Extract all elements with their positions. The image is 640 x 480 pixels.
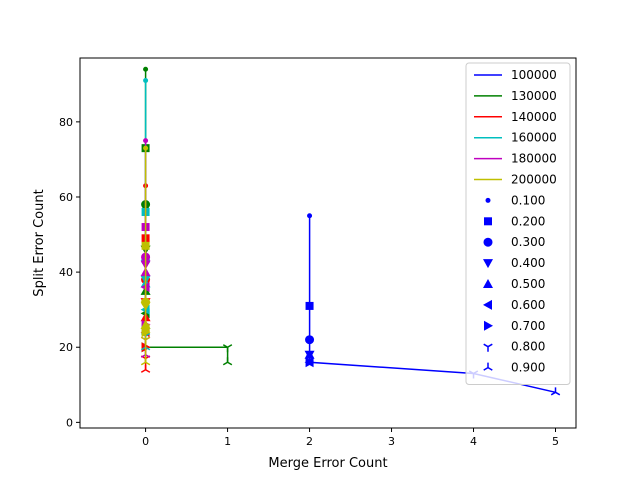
legend-entry-0.800: 0.800 (483, 340, 545, 354)
legend-marker-swatch (483, 259, 493, 269)
data-point-200000-0.700 (141, 327, 151, 338)
data-point-200000-0.100 (143, 145, 149, 151)
legend-label: 160000 (511, 131, 557, 145)
legend-entry-0.100: 0.100 (485, 193, 545, 207)
data-point-200000-0.800 (140, 336, 151, 345)
legend-entry-180000: 180000 (474, 152, 557, 166)
data-point-130000-0.800 (222, 344, 233, 353)
y-tick-label: 60 (59, 191, 73, 204)
data-point-130000-0.100 (143, 66, 149, 72)
y-axis-label: Split Error Count (32, 189, 47, 296)
legend-marker-swatch (483, 299, 492, 310)
legend-entry-0.400: 0.400 (483, 256, 545, 270)
x-tick-label: 1 (224, 435, 231, 448)
legend-entry-160000: 160000 (474, 131, 557, 145)
x-tick-label: 2 (306, 435, 313, 448)
y-axis: 0 20 40 60 80 (59, 116, 80, 429)
y-tick-label: 80 (59, 116, 73, 129)
legend-label: 0.500 (511, 277, 545, 291)
legend-entry-200000: 200000 (474, 173, 557, 187)
data-point-100000-0.900 (550, 387, 561, 396)
legend-label: 100000 (511, 68, 557, 82)
legend-label: 0.300 (511, 235, 545, 249)
legend: 100000 130000 140000 160000 180000 200000 0.10… (465, 62, 571, 385)
x-tick-label: 4 (470, 435, 477, 448)
legend-entry-0.500: 0.500 (483, 277, 545, 291)
legend-marker-swatch (483, 237, 493, 247)
data-point-160000-0.100 (143, 78, 149, 84)
data-point-100000-0.100 (307, 213, 313, 219)
plot-frame (79, 57, 577, 429)
data-point-200000-0.200 (141, 241, 150, 250)
legend-marker-swatch (484, 320, 493, 331)
legend-label: 0.600 (511, 298, 545, 312)
legend-label: 180000 (511, 152, 557, 166)
data-point-100000-0.300 (305, 335, 315, 345)
series-200000 (140, 145, 151, 366)
y-tick-label: 20 (59, 341, 73, 354)
legend-entry-0.700: 0.700 (484, 319, 545, 333)
legend-entry-140000: 140000 (474, 110, 557, 124)
y-tick-label: 0 (66, 416, 73, 429)
legend-label: 200000 (511, 173, 557, 187)
legend-entry-0.300: 0.300 (483, 235, 545, 249)
data-point-100000-0.500 (304, 349, 315, 359)
legend-entry-0.200: 0.200 (484, 214, 545, 228)
legend-label: 0.200 (511, 214, 545, 228)
x-axis-label: Merge Error Count (268, 456, 387, 471)
legend-label: 0.700 (511, 319, 545, 333)
data-point-100000-0.700 (305, 357, 315, 368)
legend-label: 0.800 (511, 340, 545, 354)
data-point-140000-0.900 (140, 364, 151, 373)
legend-entry-100000: 100000 (474, 68, 557, 82)
legend-marker-swatch (483, 343, 493, 352)
legend-label: 130000 (511, 89, 557, 103)
legend-label: 0.400 (511, 256, 545, 270)
data-point-200000-0.900 (140, 357, 151, 366)
legend-marker-swatch (483, 362, 493, 371)
legend-label: 140000 (511, 110, 557, 124)
data-point-200000-0.400 (140, 301, 151, 311)
legend-entry-0.900: 0.900 (483, 361, 545, 375)
x-tick-label: 0 (142, 435, 149, 448)
legend-entry-0.600: 0.600 (483, 298, 545, 312)
legend-label: 0.900 (511, 361, 545, 375)
x-tick-label: 3 (388, 435, 395, 448)
legend-marker-swatch (484, 217, 492, 226)
data-point-180000-0.100 (143, 138, 149, 144)
data-point-100000-0.200 (305, 301, 314, 310)
legend-label: 0.100 (511, 193, 545, 207)
legend-entry-130000: 130000 (474, 89, 557, 103)
x-axis: 0 1 2 3 4 5 (142, 428, 559, 448)
data-point-130000-0.900 (222, 357, 233, 366)
y-tick-label: 40 (59, 266, 73, 279)
legend-marker-swatch (485, 197, 491, 203)
x-tick-label: 5 (552, 435, 559, 448)
legend-marker-swatch (483, 279, 493, 288)
